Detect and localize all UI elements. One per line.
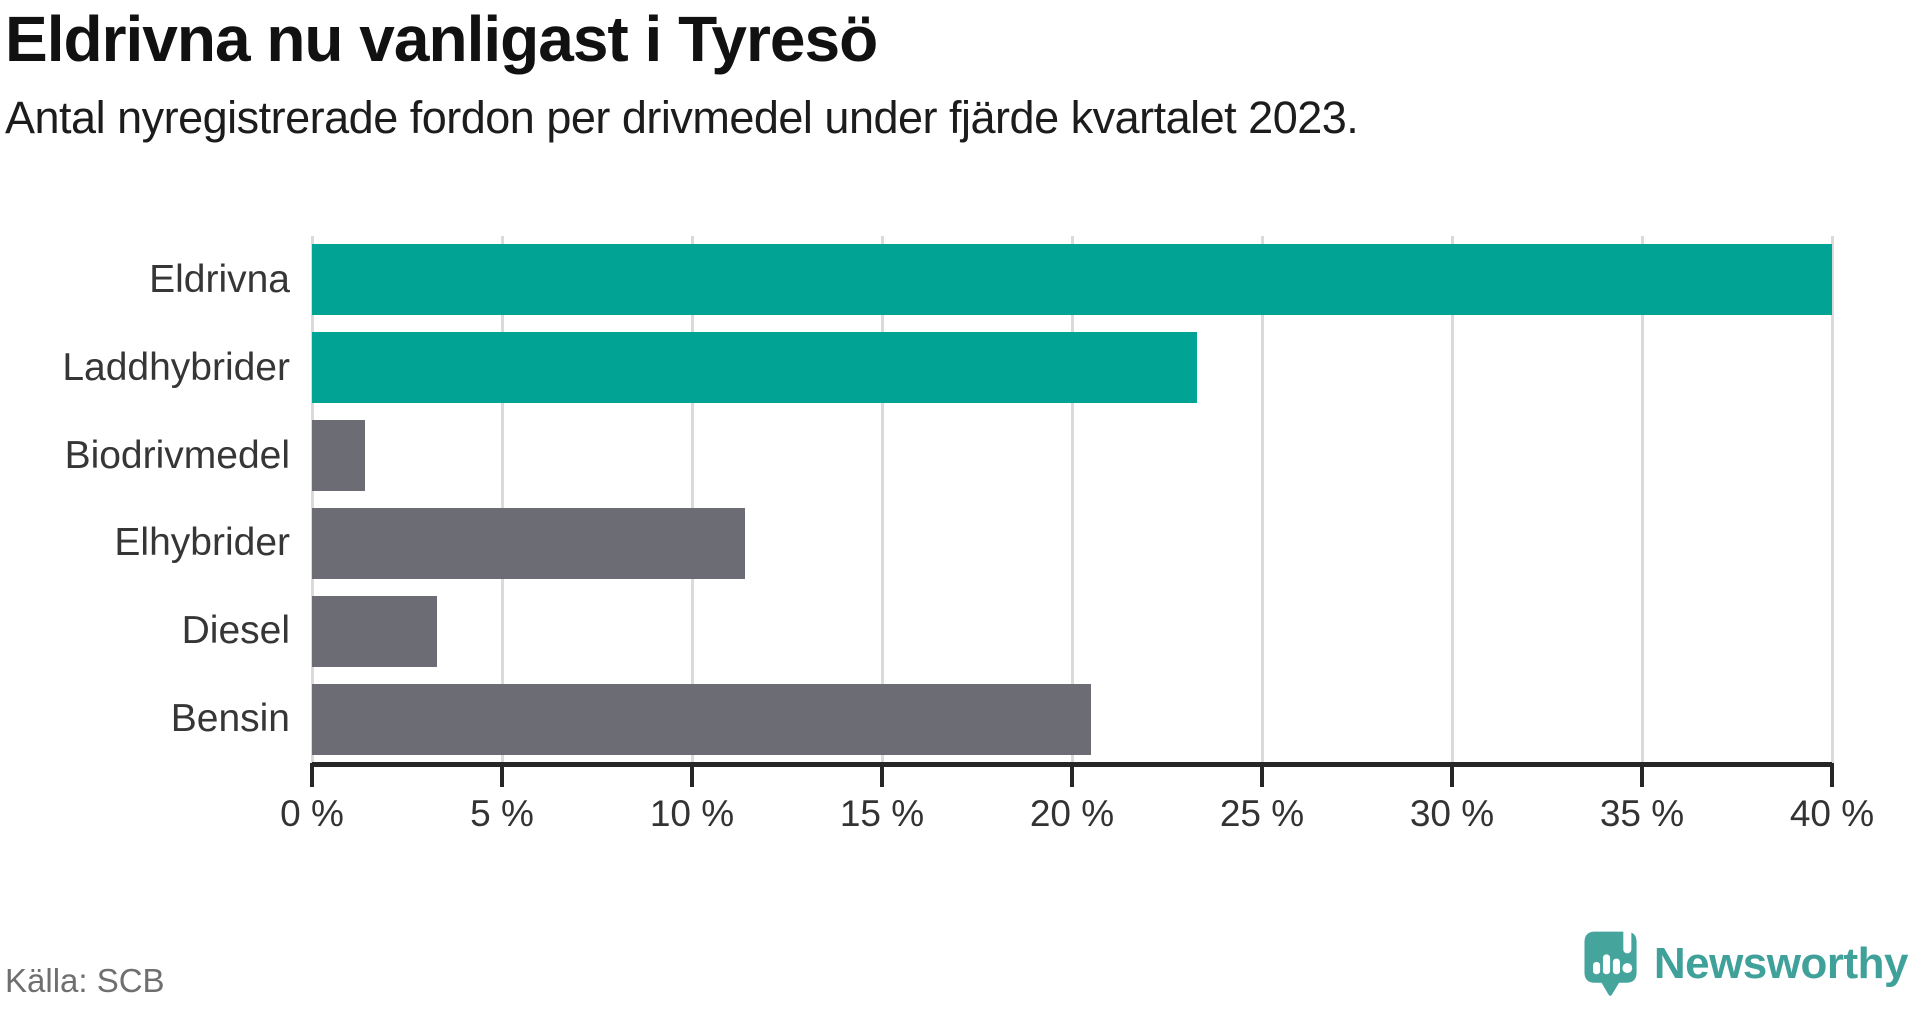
brand-name: Newsworthy (1653, 938, 1909, 988)
gridline-20 (1071, 236, 1074, 763)
bar-elhybrider (312, 507, 746, 579)
footer: Källa: SCB Newsworthy (0, 920, 1920, 1010)
x-tick-15 (880, 763, 884, 787)
x-tick-label-35: 35 % (1599, 793, 1685, 834)
gridline-10 (691, 236, 694, 763)
x-tick-10 (690, 763, 694, 787)
x-tick-label-5: 5 % (470, 793, 534, 834)
gridline-15 (881, 236, 884, 763)
y-axis-labels: Eldrivna Laddhybrider Biodrivmedel Elhybrid… (0, 236, 290, 763)
gridline-35 (1641, 236, 1644, 763)
bar-bensin (312, 683, 1091, 755)
brand-logo: Newsworthy (1584, 925, 1909, 1002)
x-tick-label-20: 20 % (1029, 793, 1115, 834)
x-tick-label-40: 40 % (1789, 793, 1875, 834)
x-tick-5 (500, 763, 504, 787)
plot-area: 0 % 5 % 10 % 15 % 20 % 25 % 30 % 35 % 40 % (280, 236, 1874, 834)
x-tick-label-10: 10 % (649, 793, 735, 834)
page-subtitle: Antal nyregistrerade fordon per drivmede… (5, 92, 1359, 143)
x-axis-ticks: 0 % 5 % 10 % 15 % 20 % 25 % 30 % 35 % 40 % (280, 763, 1874, 873)
y-label-eldrivna: Eldrivna (149, 257, 290, 301)
y-label-diesel: Diesel (181, 609, 290, 653)
gridlines (311, 236, 1834, 763)
x-tick-25 (1260, 763, 1264, 787)
x-tick-35 (1640, 763, 1644, 787)
y-label-bensin: Bensin (170, 697, 290, 741)
page-title: Eldrivna nu vanligast i Tyresö (5, 3, 878, 75)
bar-laddhybrider (312, 332, 1198, 404)
bar-biodrivmedel (312, 420, 366, 492)
x-tick-40 (1830, 763, 1834, 787)
gridline-25 (1261, 236, 1264, 763)
x-tick-0 (310, 763, 314, 787)
bar-eldrivna (312, 244, 1832, 316)
bars (312, 236, 1832, 763)
x-tick-label-0: 0 % (280, 793, 344, 834)
bar-diesel (312, 595, 438, 667)
y-label-elhybrider: Elhybrider (114, 521, 290, 565)
gridline-5 (501, 236, 504, 763)
y-label-laddhybrider: Laddhybrider (62, 345, 290, 389)
source-note: Källa: SCB (5, 962, 165, 999)
x-tick-label-30: 30 % (1409, 793, 1495, 834)
x-tick-label-25: 25 % (1219, 793, 1305, 834)
gridline-30 (1451, 236, 1454, 763)
gridline-40 (1831, 236, 1834, 763)
x-tick-label-15: 15 % (839, 793, 925, 834)
y-label-biodrivmedel: Biodrivmedel (64, 433, 290, 477)
x-tick-30 (1450, 763, 1454, 787)
gridline-0 (311, 236, 314, 763)
newsworthy-speech-bubble-chart-icon (1584, 925, 1638, 1002)
x-tick-20 (1070, 763, 1074, 787)
